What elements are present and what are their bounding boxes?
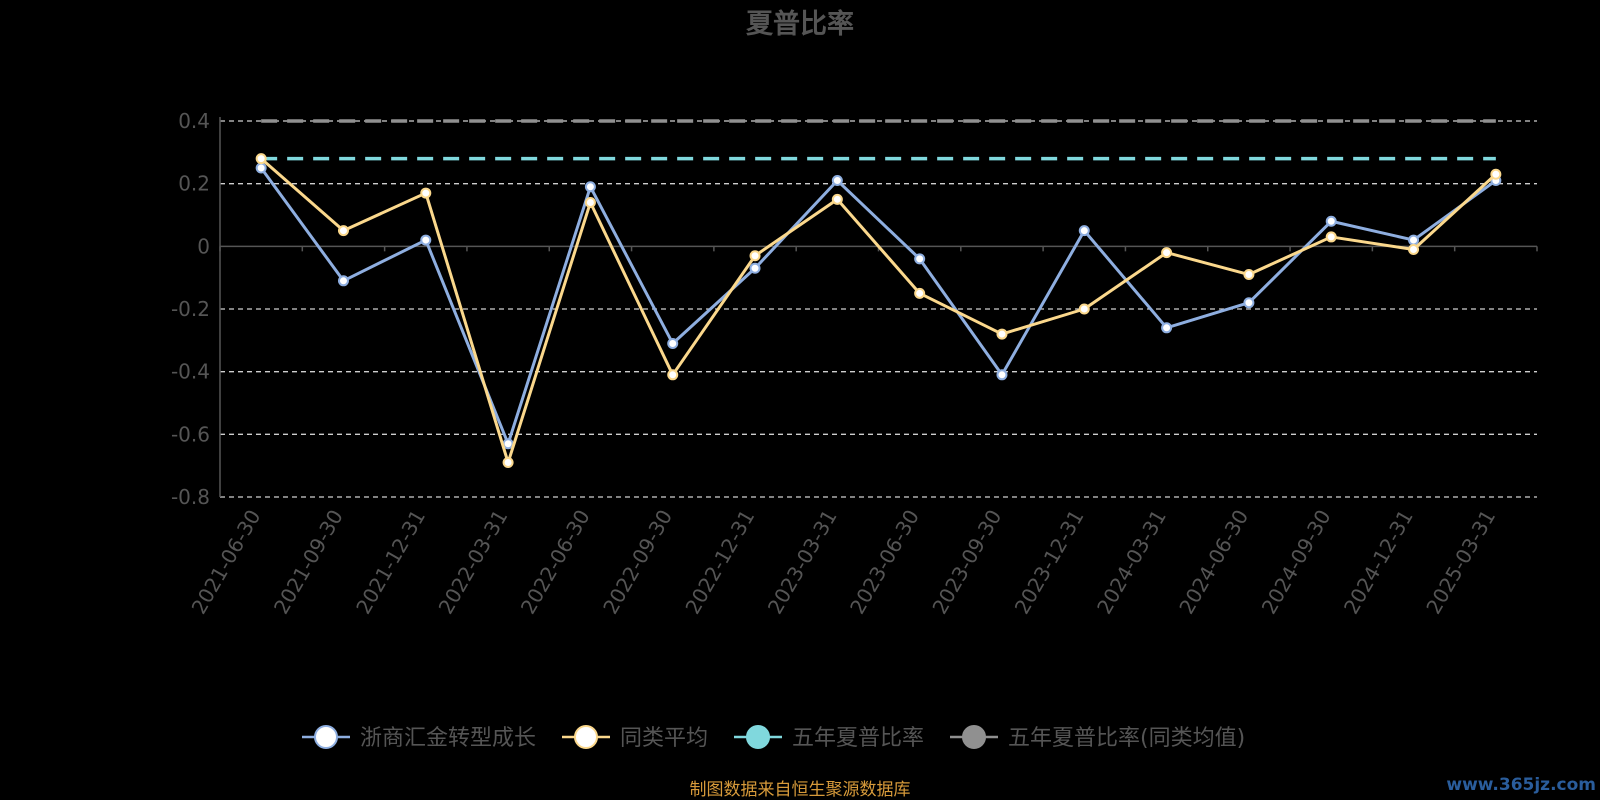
- y-tick-label: 0.2: [178, 172, 210, 196]
- data-point[interactable]: [831, 193, 843, 205]
- y-tick-label: -0.6: [171, 422, 210, 446]
- series-layer: [255, 153, 1502, 469]
- series-line: [260, 157, 1497, 465]
- data-point[interactable]: [584, 196, 596, 208]
- legend-label: 五年夏普比率(同类均值): [1008, 726, 1245, 751]
- legend-marker-icon: [574, 725, 598, 749]
- data-point[interactable]: [1078, 303, 1090, 315]
- x-tick-label: 2021-06-30: [187, 506, 266, 619]
- legend-label: 浙商汇金转型成长: [360, 726, 536, 751]
- legend-marker-icon: [314, 725, 338, 749]
- legend-item[interactable]: 五年夏普比率: [734, 725, 924, 751]
- grid-layer: [220, 120, 1537, 498]
- data-point[interactable]: [1161, 322, 1173, 334]
- data-point[interactable]: [1408, 234, 1420, 246]
- x-tick-label: 2022-12-31: [680, 506, 759, 619]
- x-tick-label: 2023-06-30: [845, 506, 924, 619]
- y-tick-label: -0.2: [171, 297, 210, 321]
- data-point[interactable]: [255, 153, 267, 165]
- legend-marker-icon: [746, 725, 770, 749]
- data-point[interactable]: [667, 337, 679, 349]
- chart-title: 夏普比率: [746, 8, 854, 40]
- data-point[interactable]: [831, 175, 843, 187]
- y-tick-label: -0.8: [171, 485, 210, 509]
- legend-item[interactable]: 浙商汇金转型成长: [302, 725, 536, 751]
- data-point[interactable]: [1161, 247, 1173, 259]
- data-point[interactable]: [667, 369, 679, 381]
- x-tick-label: 2022-03-31: [434, 506, 513, 619]
- x-tick-label: 2023-12-31: [1010, 506, 1089, 619]
- y-tick-label: 0: [197, 234, 210, 258]
- data-point[interactable]: [1490, 168, 1502, 180]
- legend-label: 同类平均: [620, 726, 708, 751]
- data-point[interactable]: [1243, 269, 1255, 281]
- x-tick-label: 2022-09-30: [598, 506, 677, 619]
- x-tick-label: 2024-09-30: [1257, 506, 1336, 619]
- data-point[interactable]: [420, 187, 432, 199]
- x-tick-label: 2024-12-31: [1339, 506, 1418, 619]
- x-tick-label: 2023-09-30: [927, 506, 1006, 619]
- legend[interactable]: 浙商汇金转型成长 同类平均 五年夏普比率 五年夏普比率(同类均值): [302, 725, 1245, 751]
- data-point[interactable]: [1078, 225, 1090, 237]
- data-point[interactable]: [996, 328, 1008, 340]
- legend-item[interactable]: 同类平均: [562, 725, 708, 751]
- legend-marker-icon: [962, 725, 986, 749]
- watermark: www.365jz.com: [1446, 775, 1596, 795]
- data-point[interactable]: [337, 225, 349, 237]
- data-point[interactable]: [1325, 215, 1337, 227]
- data-point[interactable]: [1408, 243, 1420, 255]
- data-point[interactable]: [914, 287, 926, 299]
- x-tick-label: 2024-03-31: [1092, 506, 1171, 619]
- data-point[interactable]: [584, 181, 596, 193]
- source-note: 制图数据来自恒生聚源数据库: [690, 780, 911, 800]
- x-tick-label: 2024-06-30: [1174, 506, 1253, 619]
- data-point[interactable]: [914, 253, 926, 265]
- data-point[interactable]: [337, 275, 349, 287]
- data-point[interactable]: [255, 162, 267, 174]
- y-tick-label: -0.4: [171, 360, 210, 384]
- x-tick-label: 2023-03-31: [763, 506, 842, 619]
- x-tick-label: 2021-12-31: [351, 506, 430, 619]
- data-point[interactable]: [1325, 231, 1337, 243]
- data-point[interactable]: [502, 457, 514, 469]
- data-point[interactable]: [996, 369, 1008, 381]
- x-tick-label: 2025-03-31: [1421, 506, 1500, 619]
- x-tick-label: 2022-06-30: [516, 506, 595, 619]
- data-point[interactable]: [749, 250, 761, 262]
- y-tick-label: 0.4: [178, 109, 210, 133]
- legend-label: 五年夏普比率: [792, 726, 924, 751]
- legend-item[interactable]: 五年夏普比率(同类均值): [950, 725, 1245, 751]
- x-tick-label: 2021-09-30: [269, 506, 348, 619]
- data-point[interactable]: [1243, 297, 1255, 309]
- data-point[interactable]: [420, 234, 432, 246]
- reference-lines: [261, 119, 1496, 161]
- data-point[interactable]: [749, 262, 761, 274]
- data-point[interactable]: [502, 438, 514, 450]
- series-line: [259, 167, 1497, 446]
